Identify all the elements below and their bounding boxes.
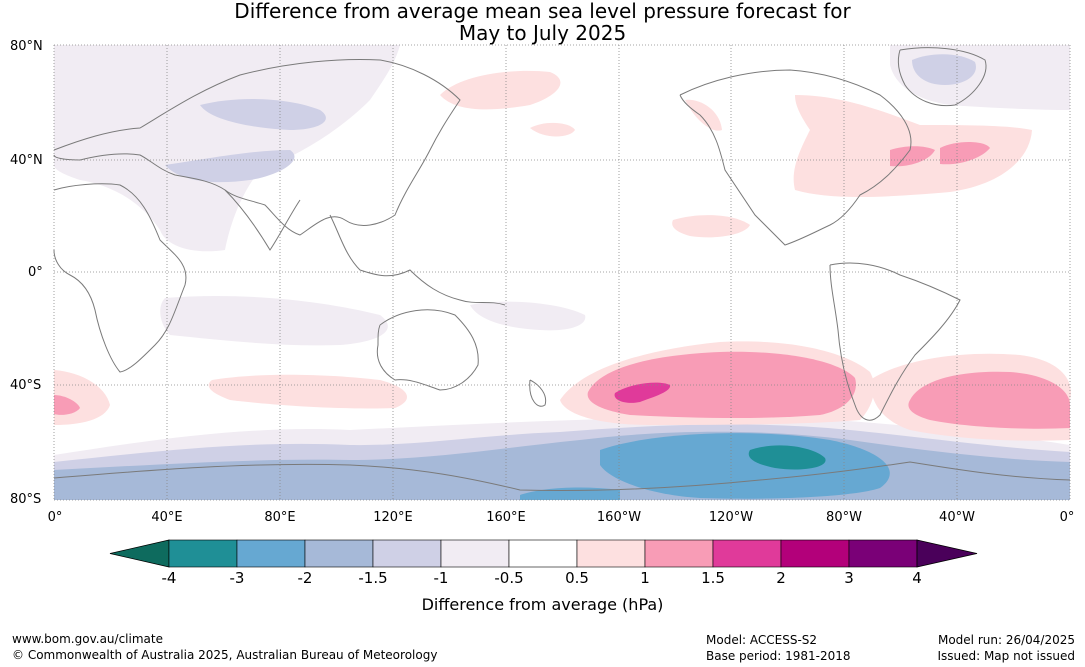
lon-label-160w: 160°W — [596, 510, 642, 525]
coastline-north-america — [679, 69, 912, 246]
anomaly-region-neg1-greenland — [912, 54, 976, 85]
anomaly-region-pos15-south — [614, 382, 671, 403]
anomaly-region-pos1-south-atlantic — [908, 371, 1070, 429]
footer-url: www.bom.gov.au/climate — [12, 632, 163, 646]
colorbar-swatch — [644, 539, 714, 568]
chart-title-line2: May to July 2025 — [458, 21, 627, 45]
coastline-new-zealand — [529, 379, 547, 407]
colorbar-swatch — [236, 539, 306, 568]
chart-title-line1: Difference from average mean sea level p… — [234, 0, 851, 23]
colorbar-swatch — [848, 539, 918, 568]
lon-label-0: 0° — [47, 510, 63, 525]
coastline-europe-asia — [53, 59, 461, 236]
colorbar-tick-label: 2 — [776, 569, 786, 587]
graticule — [53, 44, 1071, 501]
footer-copyright: © Commonwealth of Australia 2025, Austra… — [12, 648, 438, 662]
coastline-greenland — [897, 47, 987, 107]
anomaly-region-neg05-trop-indian — [160, 295, 388, 346]
anomaly-region-neg05-eurasia — [54, 45, 400, 252]
footer-model-run: Model run: 26/04/2025 — [937, 633, 1075, 647]
lon-label-40w: 40°W — [939, 510, 975, 525]
anomaly-region-pos1-south-pacific — [587, 351, 856, 419]
colorbar-swatch — [168, 539, 238, 568]
lon-label-120w: 120°W — [708, 510, 754, 525]
coastline-australia — [376, 309, 479, 391]
anomaly-region-neg3-south — [748, 445, 826, 470]
anomaly-region-neg1-eurasia — [200, 98, 326, 130]
lon-label-0-right: 0° — [1059, 510, 1075, 525]
colorbar-swatch — [712, 539, 782, 568]
colorbar-tick-label: -2 — [297, 569, 313, 587]
lat-label-0: 0° — [28, 265, 43, 280]
anomaly-region-pos1-west-indian — [54, 395, 80, 415]
colorbar-swatch — [780, 539, 850, 568]
colorbar-tick-label: 0.5 — [565, 569, 589, 587]
colorbar-extend-high — [916, 539, 978, 568]
footer-base-period: Base period: 1981-2018 — [706, 649, 851, 663]
lon-label-40e: 40°E — [151, 510, 183, 525]
colorbar-tick-label: -3 — [229, 569, 245, 587]
anomaly-region-pos05-alaska — [685, 99, 722, 131]
anomaly-region-pos05-subtropic — [672, 215, 750, 238]
colorbar-tick-label: 1 — [640, 569, 650, 587]
colorbar-swatch — [508, 539, 578, 568]
colorbar-tick-label: -1 — [433, 569, 449, 587]
anomaly-region-pos05-indian — [208, 374, 407, 409]
anomaly-region-pos05-north-pacific — [440, 70, 561, 110]
coastline-africa — [53, 183, 187, 373]
colorbar-tick-label: 4 — [912, 569, 922, 587]
colorbar-tick-label: 1.5 — [701, 569, 725, 587]
lon-label-120e: 120°E — [373, 510, 413, 525]
coastline-south-america — [829, 262, 961, 421]
coastline-se-asia — [329, 214, 506, 306]
lon-label-80w: 80°W — [826, 510, 862, 525]
colorbar-swatch — [304, 539, 374, 568]
lat-label-40n: 40°N — [10, 153, 43, 168]
coastlines — [53, 47, 1071, 492]
colorbar-extend-low — [109, 539, 170, 568]
anomaly-region-neg2-south — [600, 433, 890, 499]
anomaly-region-neg1-asia2 — [165, 150, 295, 183]
colorbar-label: Difference from average (hPa) — [421, 595, 664, 614]
colorbar-tick-label: -1.5 — [358, 569, 388, 587]
lat-label-80n: 80°N — [10, 39, 43, 54]
coastline-india — [224, 189, 301, 251]
anomaly-region-neg05-trop-pacific — [470, 301, 586, 331]
colorbar-swatch — [440, 539, 510, 568]
lon-label-80e: 80°E — [264, 510, 296, 525]
colorbar-tick-label: -4 — [161, 569, 177, 587]
colorbar-tick-label: 3 — [844, 569, 854, 587]
lon-label-160e: 160°E — [486, 510, 526, 525]
colorbar-tick-label: -0.5 — [494, 569, 524, 587]
lat-label-40s: 40°S — [10, 378, 42, 393]
colorbar-swatch — [372, 539, 442, 568]
anomaly-region-pos05-atlantic — [793, 95, 1032, 197]
colorbar-swatch — [576, 539, 646, 568]
anomaly-region-pos05-np2 — [530, 122, 575, 137]
coastline-antarctica — [53, 461, 1071, 492]
footer-issued: Issued: Map not issued — [937, 649, 1075, 663]
footer-model: Model: ACCESS-S2 — [706, 633, 818, 647]
lat-label-80s: 80°S — [10, 492, 42, 507]
